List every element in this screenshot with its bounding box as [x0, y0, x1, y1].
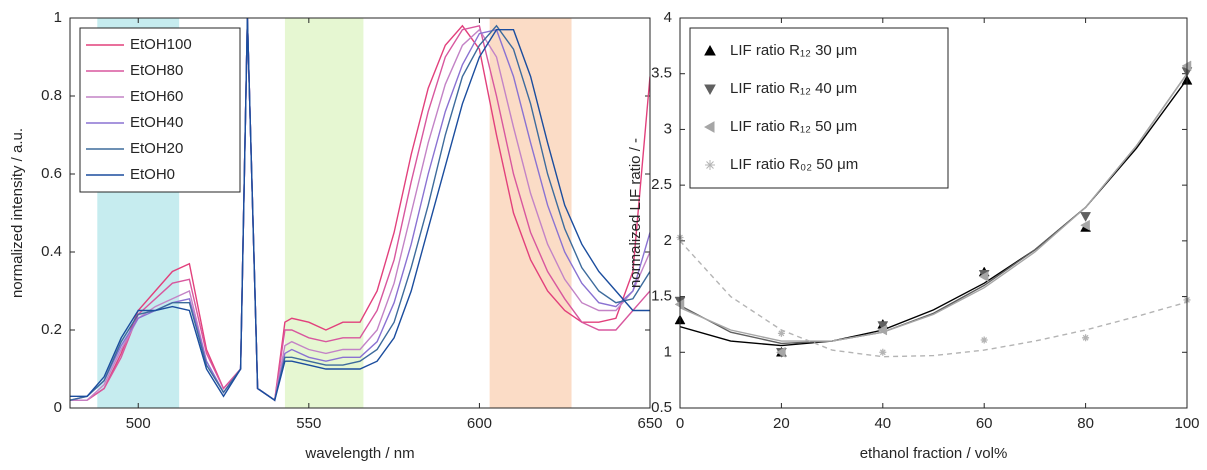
- legend-swatch: [705, 160, 715, 170]
- x-tick-label: 20: [773, 415, 790, 432]
- data-point: [777, 329, 785, 337]
- y-tick-label: 0.6: [41, 165, 62, 182]
- axes-box: [679, 17, 1188, 409]
- y-tick-label: 4: [664, 9, 672, 26]
- legend-label: LIF ratio R₀₂ 50 μm: [730, 156, 858, 173]
- data-point: [775, 346, 786, 358]
- plot-area: [680, 73, 1187, 358]
- y-tick-label: 0.8: [41, 87, 62, 104]
- y-axis-label: normalized LIF ratio / -: [627, 138, 644, 288]
- x-tick-label: 80: [1077, 415, 1094, 432]
- x-tick-label: 500: [126, 415, 151, 432]
- data-point: [879, 348, 887, 356]
- shaded-band: [284, 18, 364, 408]
- legend-label: EtOH100: [130, 36, 192, 53]
- y-tick-label: 0.4: [41, 243, 62, 260]
- x-axis-label: ethanol fraction / vol%: [860, 445, 1008, 462]
- y-tick-label: 0.2: [41, 321, 62, 338]
- y-tick-label: 3: [664, 120, 672, 137]
- legend-label: LIF ratio R₁₂ 50 μm: [730, 118, 857, 135]
- y-axis-label: normalized intensity / a.u.: [9, 128, 26, 298]
- data-point: [1080, 212, 1092, 222]
- fit-line: [680, 73, 1187, 342]
- legend-label: EtOH20: [130, 140, 183, 157]
- y-tick-label: 1: [54, 9, 62, 26]
- legend-swatch: [704, 44, 716, 56]
- y-tick-label: 0: [54, 399, 62, 416]
- data-point: [978, 271, 989, 282]
- legend-swatch: [704, 84, 716, 96]
- data-point: [877, 324, 888, 336]
- legend-swatch: [703, 121, 715, 133]
- fit-line: [680, 240, 1187, 358]
- axes-box: [69, 17, 651, 409]
- data-point: [980, 336, 988, 344]
- y-tick-label: 2: [664, 232, 672, 249]
- legend-label: LIF ratio R₁₂ 40 μm: [730, 80, 857, 97]
- y-tick-label: 1.5: [651, 288, 672, 305]
- y-tick-label: 3.5: [651, 65, 672, 82]
- spectrum-line: [70, 18, 650, 402]
- y-tick-label: 0.5: [651, 399, 672, 416]
- data-point: [1082, 334, 1090, 342]
- legend-label: EtOH0: [130, 166, 175, 183]
- legend-box: [689, 27, 949, 189]
- legend-label: EtOH60: [130, 88, 183, 105]
- legend-label: LIF ratio R₁₂ 30 μm: [730, 42, 857, 59]
- y-tick-label: 2.5: [651, 176, 672, 193]
- x-axis-label: wavelength / nm: [304, 445, 414, 462]
- spectrum-line: [70, 18, 650, 402]
- legend-box: [79, 27, 241, 193]
- x-tick-label: 60: [976, 415, 993, 432]
- x-tick-label: 600: [467, 415, 492, 432]
- x-tick-label: 650: [637, 415, 662, 432]
- spectrum-line: [70, 18, 650, 402]
- legend-label: EtOH40: [130, 114, 183, 131]
- x-tick-label: 40: [874, 415, 891, 432]
- x-tick-label: 0: [676, 415, 684, 432]
- x-tick-label: 550: [296, 415, 321, 432]
- legend-label: EtOH80: [130, 62, 183, 79]
- y-tick-label: 1: [664, 343, 672, 360]
- spectrum-line: [70, 18, 650, 402]
- plot-area: [70, 18, 650, 402]
- x-tick-label: 100: [1174, 415, 1199, 432]
- spectrum-line: [70, 18, 650, 402]
- data-point: [1080, 219, 1090, 231]
